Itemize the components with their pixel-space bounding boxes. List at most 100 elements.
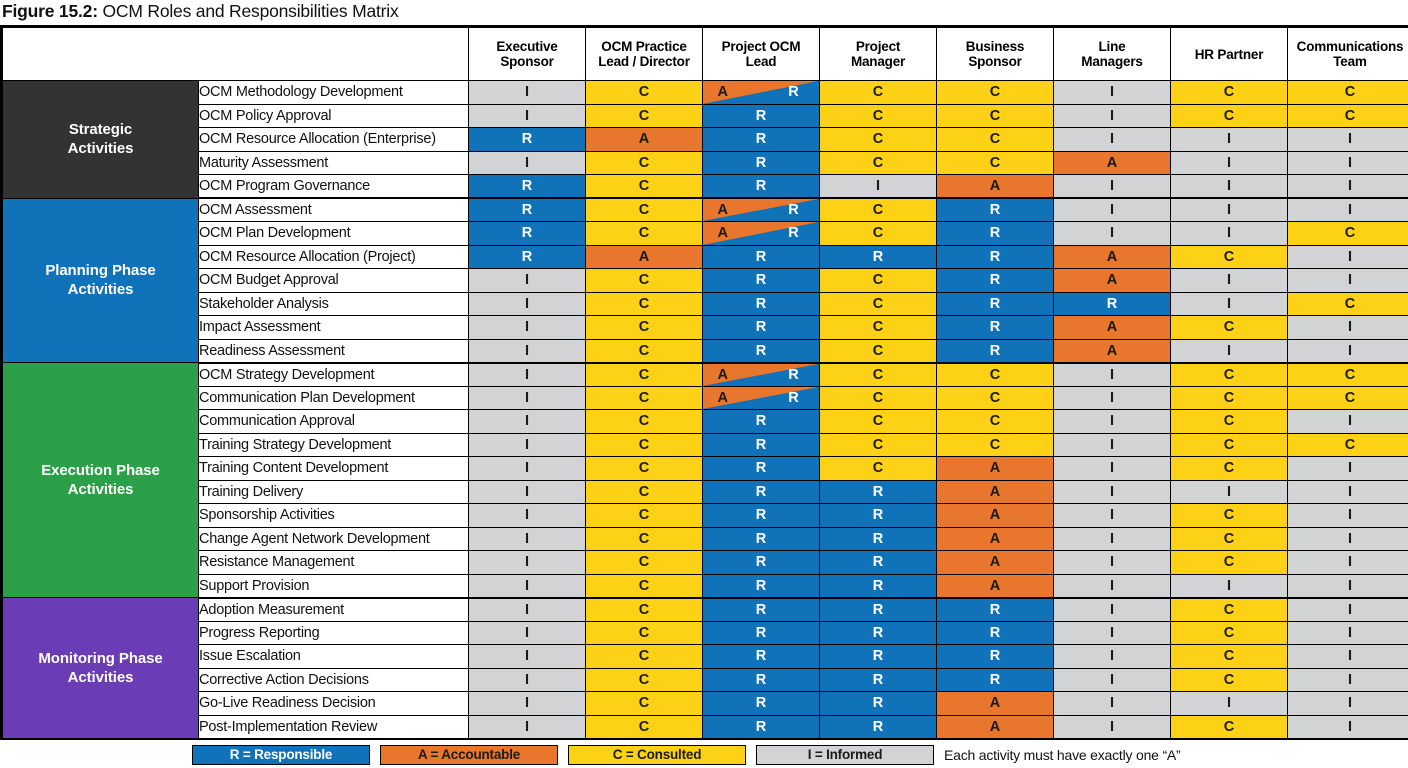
raci-cell-c: C [1170, 362, 1288, 387]
table-header: Executive Sponsor OCM Practice Lead / Direc… [2, 27, 1408, 81]
raci-letter: C [872, 366, 884, 383]
raci-cell-i: I [1287, 456, 1408, 481]
figure-label: Figure 15.2: [2, 1, 98, 21]
raci-cell-r: R [702, 174, 820, 199]
raci-letter: C [638, 342, 650, 359]
raci-cell-c: C [585, 197, 703, 222]
raci-cell-i: I [468, 620, 586, 645]
raci-cell-c: C [1170, 597, 1288, 622]
raci-letter: I [1109, 84, 1115, 101]
raci-cell-c: C [819, 103, 937, 128]
raci-letter: R [755, 577, 767, 594]
raci-letter-r: R [788, 84, 799, 101]
raci-letter: C [638, 272, 650, 289]
raci-letter: I [524, 483, 530, 500]
raci-cell-c: C [1170, 456, 1288, 481]
raci-letter: I [875, 178, 881, 194]
split-diagonal [703, 363, 819, 386]
raci-cell-i: I [1053, 362, 1171, 387]
raci-cell-i: I [1287, 714, 1408, 740]
raci-cell-c: C [819, 456, 937, 481]
raci-letter: I [524, 577, 530, 594]
raci-letter: I [1347, 483, 1353, 500]
raci-letter: A [989, 178, 1001, 194]
activity-label: OCM Assessment [198, 197, 469, 222]
raci-cell-c: C [585, 620, 703, 645]
raci-letter: C [989, 154, 1001, 171]
raci-letter: R [872, 671, 884, 688]
raci-letter: C [1223, 554, 1235, 571]
raci-cell-i: I [468, 503, 586, 528]
table-row: Post-Implementation Review I C R R A I C I [3, 714, 1408, 740]
raci-letter: I [1109, 131, 1115, 148]
legend-note: Each activity must have exactly one “A” [944, 747, 1181, 763]
table-row: OCM Policy Approval I C R C C I C C [3, 103, 1408, 128]
raci-letter: I [1226, 695, 1232, 712]
raci-cell-i: I [468, 150, 586, 175]
raci-cell-c: C [819, 268, 937, 293]
raci-letter: I [524, 601, 530, 618]
column-header-line1: HR Partner [1194, 46, 1264, 62]
raci-letter: C [638, 107, 650, 124]
raci-letter: I [1109, 671, 1115, 688]
raci-letter: I [1347, 530, 1353, 547]
raci-letter: R [755, 483, 767, 500]
table-row: Impact Assessment I C R C R A C I [3, 315, 1408, 340]
raci-letter-a: A [717, 366, 728, 383]
raci-cell-r: R [468, 127, 586, 152]
raci-letter: I [1226, 225, 1232, 242]
raci-cell-c: C [1170, 244, 1288, 269]
raci-letter: C [989, 436, 1001, 453]
raci-letter: C [872, 460, 884, 477]
raci-cell-i: I [468, 691, 586, 716]
raci-letter: I [524, 507, 530, 524]
raci-letter: C [1344, 436, 1356, 453]
raci-letter: I [1109, 601, 1115, 618]
raci-letter: I [1109, 413, 1115, 430]
activity-label: OCM Budget Approval [198, 268, 469, 293]
raci-letter: R [755, 107, 767, 124]
raci-letter: R [755, 413, 767, 430]
raci-letter: C [638, 436, 650, 453]
activity-label: OCM Methodology Development [198, 80, 469, 105]
raci-cell-c: C [585, 174, 703, 199]
raci-cell-a: A [936, 573, 1054, 599]
raci-cell-r: R [702, 456, 820, 481]
raci-cell-r: R [702, 244, 820, 269]
raci-cell-i: I [1170, 150, 1288, 175]
raci-letter: A [989, 577, 1001, 594]
raci-letter: I [1226, 577, 1232, 594]
raci-letter: C [1223, 107, 1235, 124]
split-diagonal [703, 386, 819, 409]
raci-cell-i: I [1287, 691, 1408, 716]
phase-group-label: Strategic Activities [2, 80, 199, 199]
raci-letter: R [755, 601, 767, 618]
raci-letter-r: R [788, 225, 799, 242]
column-header-line1: Project OCM [721, 39, 801, 54]
raci-cell-i: I [468, 526, 586, 551]
activity-label: OCM Resource Allocation (Project) [198, 244, 469, 269]
raci-cell-i: I [1170, 291, 1288, 316]
raci-letter: C [1223, 624, 1235, 641]
raci-cell-c: C [1170, 620, 1288, 645]
raci-cell-i: I [1287, 526, 1408, 551]
raci-cell-c: C [585, 221, 703, 246]
raci-cell-i: I [468, 432, 586, 457]
raci-letter: I [1347, 624, 1353, 641]
raci-cell-i: I [1287, 550, 1408, 575]
raci-cell-c: C [1170, 503, 1288, 528]
raci-cell-c: C [819, 338, 937, 364]
raci-cell-i: I [468, 550, 586, 575]
raci-cell-c: C [1287, 291, 1408, 316]
raci-cell-i: I [1287, 667, 1408, 692]
table-row: Readiness Assessment I C R C R A I I [3, 338, 1408, 364]
raci-cell-r: R [819, 667, 937, 692]
column-header-3: Project OCM Lead [702, 27, 820, 81]
raci-cell-i: I [1170, 338, 1288, 364]
raci-letter: A [989, 483, 1001, 500]
activity-label: Sponsorship Activities [198, 503, 469, 528]
raci-cell-c: C [819, 80, 937, 105]
raci-cell-c: C [1170, 315, 1288, 340]
